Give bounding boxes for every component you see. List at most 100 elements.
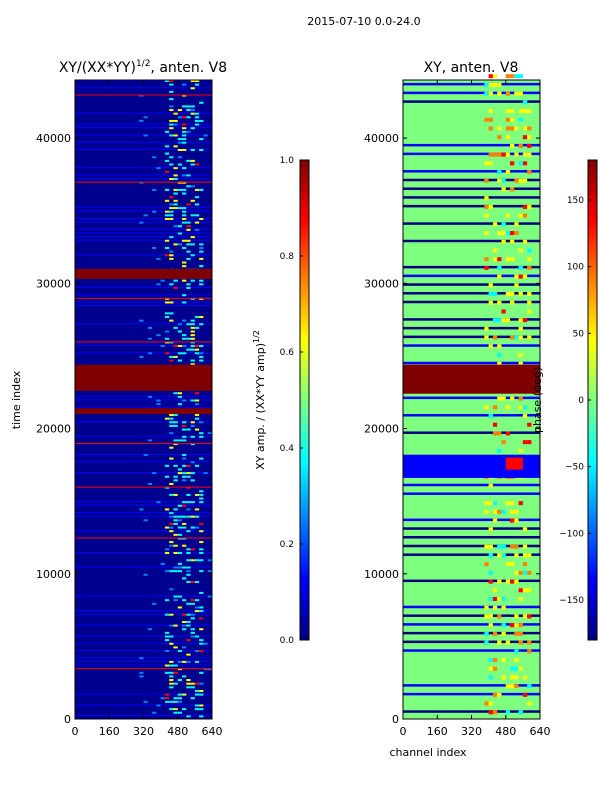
left-heatmap-cell (173, 682, 178, 685)
left-heatmap-cell (186, 613, 191, 616)
left-flag-line (75, 341, 212, 343)
left-heatmap-cell (182, 504, 187, 507)
left-heatmap-cell (190, 254, 195, 257)
left-heatmap-cell (164, 170, 170, 173)
right-heatmap-cell (514, 274, 519, 279)
left-heatmap-cell (190, 127, 195, 130)
left-heatmap-cell (194, 116, 200, 119)
left-heatmap-cell (177, 711, 183, 714)
left-heatmap-cell (182, 599, 187, 602)
left-heatmap-cell (177, 352, 183, 355)
right-heatmap-cell (518, 361, 523, 366)
left-heatmap-cell (199, 693, 204, 696)
left-heatmap-cell (152, 156, 157, 159)
left-heatmap-cell (194, 345, 200, 348)
right-heatmap-cell (510, 74, 515, 79)
right-heatmap-cell (484, 82, 489, 87)
right-heatmap-cell (501, 544, 506, 549)
right-heatmap-row (403, 222, 540, 225)
left-heatmap-cell (182, 334, 187, 337)
left-heatmap-cell (199, 138, 204, 141)
left-heatmap-cell (143, 700, 148, 703)
left-heatmap-cell (190, 631, 195, 634)
right-heatmap-cell (484, 326, 489, 331)
left-heatmap-cell (169, 642, 174, 645)
left-heatmap-cell (186, 348, 191, 351)
right-heatmap-cell (484, 509, 489, 514)
right-heatmap-cell (522, 318, 528, 323)
right-heatmap-row (403, 614, 540, 617)
left-heatmap-cell (190, 337, 195, 340)
left-heatmap-cell (177, 138, 183, 141)
right-title: XY, anten. V8 (424, 60, 519, 76)
right-colorbar-label: phase (deg) (531, 367, 544, 433)
left-heatmap-cell (186, 337, 191, 340)
left-heatmap-cell (199, 101, 204, 104)
right-heatmap-cell (527, 553, 532, 558)
left-heatmap-cell (182, 210, 187, 213)
left-heatmap-cell (173, 145, 178, 148)
left-heatmap-cell (169, 664, 174, 667)
right-heatmap-row (403, 518, 540, 522)
left-heatmap-cell (173, 178, 178, 181)
left-heatmap-cell (164, 247, 170, 250)
right-heatmap-cell (514, 666, 519, 671)
left-heatmap-cell (182, 188, 187, 191)
left-heatmap-cell (169, 635, 174, 638)
right-heatmap-cell (527, 614, 532, 619)
left-heatmap-cell (147, 439, 153, 442)
left-heatmap-cell (203, 642, 208, 645)
left-heatmap-cell (190, 279, 195, 282)
right-heatmap-cell (522, 126, 528, 131)
left-heatmap-cell (199, 283, 204, 286)
right-heatmap-cell (488, 527, 493, 532)
left-heatmap-cell (190, 617, 195, 620)
suptitle: 2015-07-10 0.0-24.0 (307, 15, 420, 28)
left-heatmap-row (75, 406, 212, 408)
right-heatmap-cell (484, 605, 489, 610)
right-heatmap-cell (522, 614, 528, 619)
right-heatmap-cell (514, 231, 519, 236)
left-heatmap-cell (147, 337, 153, 340)
right-heatmap-cell (497, 82, 502, 87)
right-heatmap-cell (510, 623, 515, 628)
left-heatmap-cell (177, 697, 183, 700)
left-heatmap-cell (186, 239, 191, 242)
right-heatmap-cell (497, 544, 502, 549)
left-heatmap-cell (147, 395, 153, 398)
left-heatmap-cell (169, 90, 174, 93)
left-heatmap-cell (173, 533, 178, 536)
left-heatmap-cell (190, 581, 195, 584)
left-heatmap-cell (190, 697, 195, 700)
right-heatmap-cell (501, 658, 506, 663)
left-heatmap-cell (190, 319, 195, 322)
left-heatmap-cell (194, 119, 200, 122)
left-heatmap-cell (190, 559, 195, 562)
right-heatmap-cell (527, 143, 532, 148)
left-heatmap-cell (190, 87, 195, 90)
right-heatmap-cell (497, 257, 502, 262)
left-heatmap-cell (182, 628, 187, 631)
left-heatmap-row (75, 254, 212, 256)
left-heatmap-cell (190, 686, 195, 689)
left-heatmap-cell (169, 257, 174, 260)
right-heatmap-cell (518, 405, 523, 410)
left-heatmap-cell (177, 515, 183, 518)
left-heatmap-cell (177, 109, 183, 112)
left-heatmap-cell (194, 348, 200, 351)
right-heatmap-cell (514, 675, 519, 680)
right-heatmap-cell (488, 152, 493, 157)
left-heatmap-cell (173, 207, 178, 210)
left-heatmap-cell (194, 163, 200, 166)
left-heatmap-row (75, 530, 212, 532)
left-heatmap-row (75, 664, 212, 666)
right-heatmap-cell (484, 161, 489, 166)
left-heatmap-cell (164, 508, 170, 511)
left-heatmap-cell (147, 352, 153, 355)
left-heatmap-row (75, 239, 212, 241)
left-heatmap-cell (190, 112, 195, 115)
left-heatmap-cell (164, 210, 170, 213)
left-heatmap-cell (139, 675, 144, 678)
right-heatmap-cell (488, 109, 493, 114)
left-heatmap-cell (169, 515, 174, 518)
